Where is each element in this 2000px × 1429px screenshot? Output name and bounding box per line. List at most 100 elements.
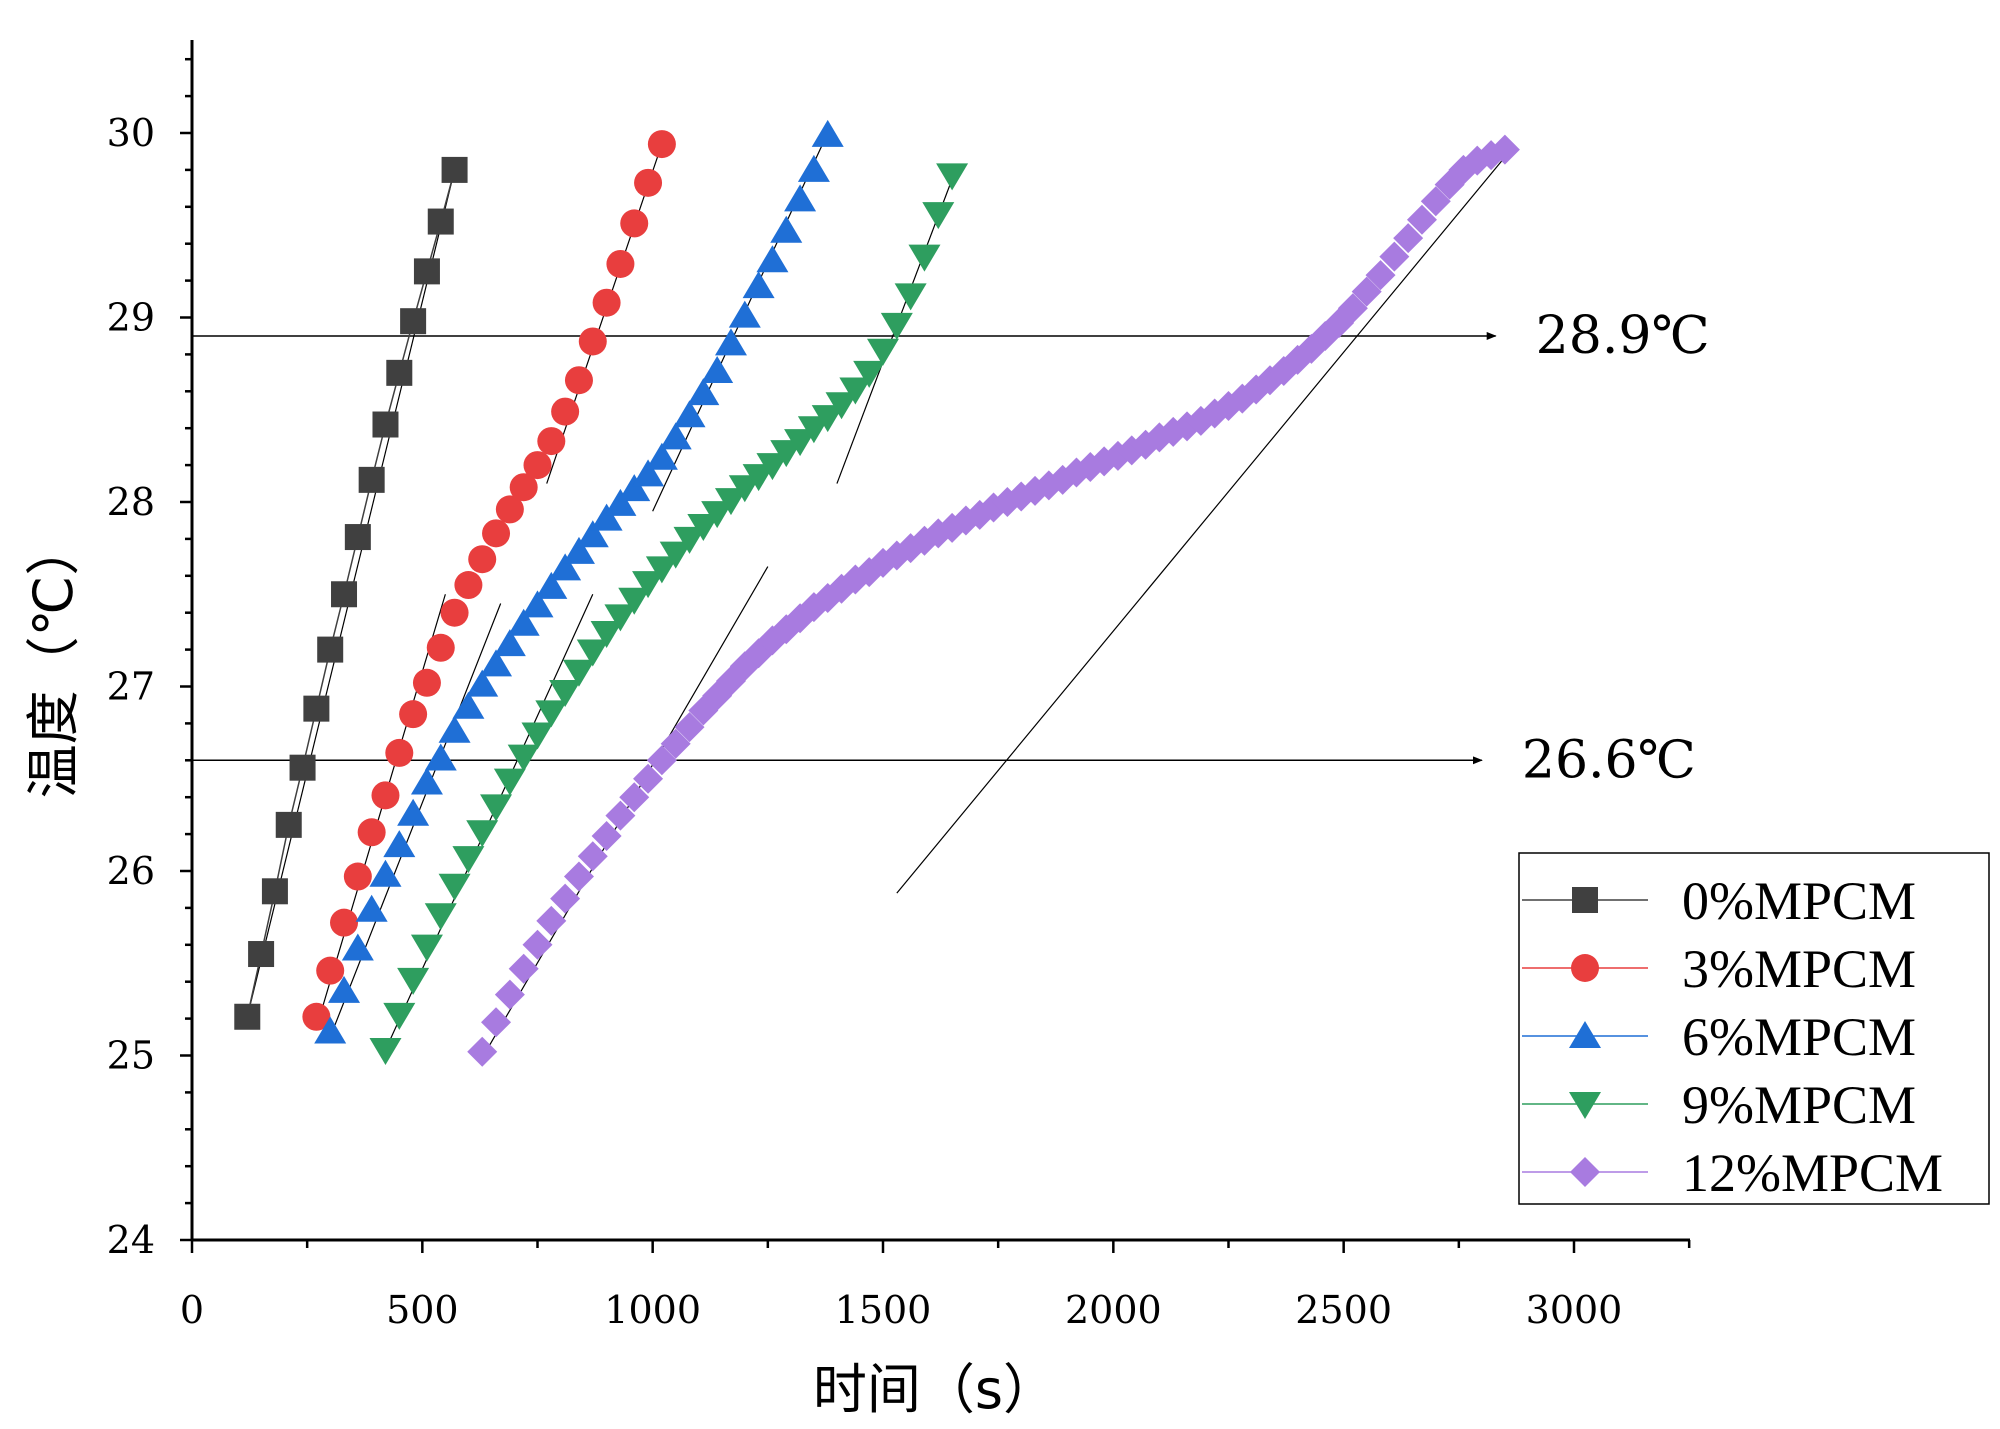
data-point: [289, 754, 316, 781]
data-point: [438, 873, 471, 901]
data-point: [590, 620, 623, 648]
data-point: [894, 283, 927, 311]
x-tick-label: 2000: [1065, 1288, 1162, 1332]
data-point: [576, 639, 609, 667]
annotation-label: 28.9℃: [1536, 306, 1710, 366]
data-point: [618, 587, 651, 615]
data-point: [659, 422, 692, 450]
data-point: [424, 903, 457, 931]
data-point: [714, 488, 747, 516]
data-point: [742, 271, 775, 299]
x-tick-label: 2500: [1295, 1288, 1392, 1332]
x-axis-title: 时间（s）: [813, 1358, 1057, 1421]
data-point: [728, 300, 761, 328]
data-point: [673, 526, 706, 554]
data-point: [397, 798, 430, 826]
data-point: [645, 556, 678, 584]
data-point: [908, 244, 941, 272]
data-point: [328, 975, 361, 1003]
data-point: [383, 830, 416, 858]
data-point: [632, 571, 665, 599]
legend-marker: [1571, 954, 1599, 982]
data-point: [825, 392, 858, 420]
x-tick-label: 1000: [604, 1288, 701, 1332]
data-point: [592, 288, 621, 317]
data-point: [452, 846, 485, 874]
data-point: [303, 695, 330, 722]
data-point: [535, 571, 568, 599]
data-point: [508, 953, 539, 984]
data-point: [397, 967, 430, 995]
data-point: [605, 800, 636, 831]
data-point: [482, 519, 511, 548]
data-point: [507, 608, 540, 636]
legend-label: 3%MPCM: [1682, 939, 1916, 999]
data-point: [1379, 241, 1410, 272]
data-point: [1489, 134, 1520, 165]
data-point: [248, 941, 275, 968]
x-tick-label: 3000: [1526, 1288, 1623, 1332]
data-point: [413, 258, 440, 285]
data-point: [839, 377, 872, 405]
data-point: [701, 356, 734, 384]
y-tick-label: 24: [107, 1218, 155, 1262]
data-point: [549, 680, 582, 708]
data-point: [551, 397, 580, 426]
data-point: [811, 119, 844, 147]
y-tick-label: 28: [107, 480, 155, 524]
axes: [190, 40, 1690, 1242]
series-layer: [234, 119, 1520, 1067]
legend-marker: [1572, 887, 1598, 913]
y-tick-label: 26: [107, 849, 155, 893]
y-tick-label: 25: [107, 1034, 155, 1078]
data-point: [493, 629, 526, 657]
fit-line: [896, 151, 1510, 894]
data-point: [440, 598, 469, 627]
data-point: [522, 929, 553, 960]
data-point: [1393, 223, 1424, 254]
data-point: [770, 440, 803, 468]
data-point: [383, 1002, 416, 1030]
data-point: [400, 308, 427, 335]
data-point: [1406, 204, 1437, 235]
data-point: [673, 400, 706, 428]
data-point: [536, 905, 567, 936]
data-point: [1420, 186, 1451, 217]
data-point: [495, 495, 524, 524]
data-point: [647, 130, 676, 159]
data-point: [426, 633, 455, 662]
data-point: [494, 979, 525, 1010]
data-point: [784, 429, 817, 457]
data-point: [853, 360, 886, 388]
data-point: [330, 908, 359, 937]
data-point: [369, 859, 402, 887]
data-point: [687, 513, 720, 541]
y-tick-label: 27: [107, 665, 155, 709]
data-point: [481, 1007, 512, 1038]
data-point: [467, 1036, 498, 1067]
data-point: [410, 934, 443, 962]
data-point: [577, 841, 608, 872]
data-point: [770, 215, 803, 243]
y-tick-label: 29: [107, 296, 155, 340]
data-point: [466, 669, 499, 697]
data-point: [687, 378, 720, 406]
data-point: [317, 636, 344, 663]
data-point: [936, 163, 969, 191]
data-point: [550, 883, 581, 914]
data-point: [756, 245, 789, 273]
data-point: [412, 668, 441, 697]
y-axis-title: 温度（℃）: [22, 522, 85, 799]
data-point: [576, 520, 609, 548]
data-point: [493, 768, 526, 796]
legend-label: 6%MPCM: [1682, 1007, 1916, 1067]
data-point: [591, 820, 622, 851]
series-1: [302, 130, 676, 1031]
data-point: [922, 202, 955, 230]
data-point: [867, 338, 899, 366]
data-point: [674, 712, 705, 743]
data-point: [466, 820, 499, 848]
data-point: [454, 571, 483, 600]
data-point: [604, 604, 637, 632]
data-point: [742, 464, 775, 492]
